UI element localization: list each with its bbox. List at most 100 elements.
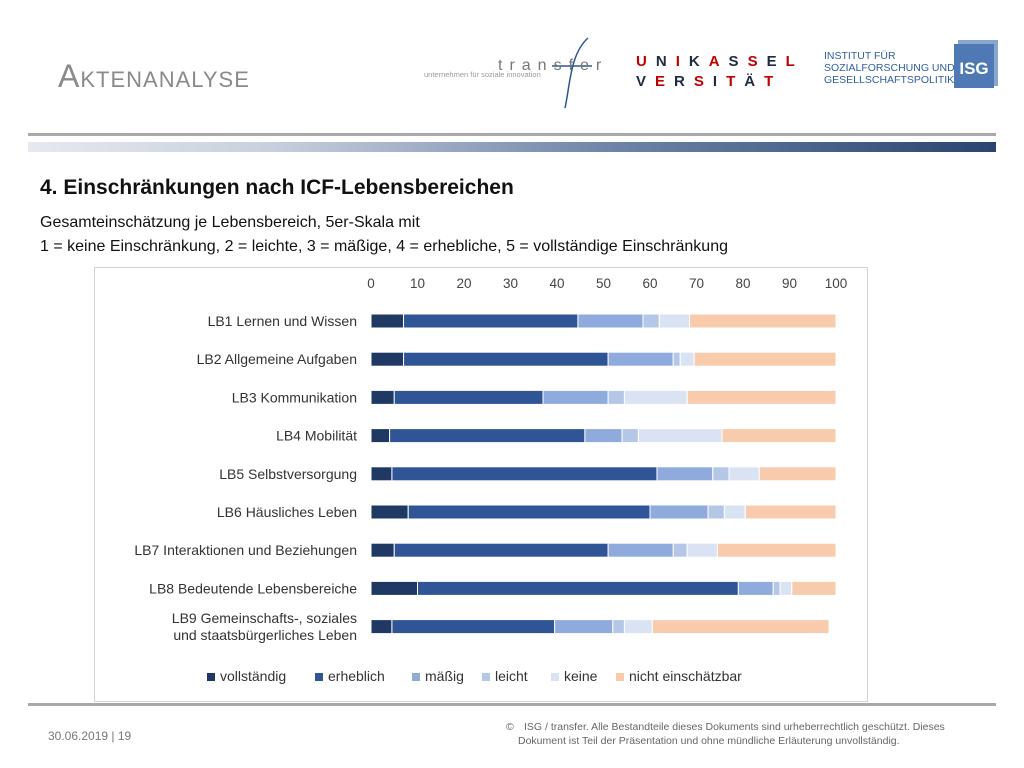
uni-kassel-logo-letter: T — [726, 73, 745, 90]
legend-label: vollständig — [220, 668, 286, 684]
header-gradient-band — [28, 142, 996, 152]
bar-segment — [607, 351, 674, 367]
legend-label: erheblich — [328, 668, 385, 684]
uni-kassel-logo-letter: N — [655, 53, 676, 70]
stacked-bar-chart: 0 10 20 30 40 50 60 70 80 90 100 LB1 Lernen und Wis… — [134, 276, 847, 684]
bar-segment — [758, 466, 837, 482]
category-label: LB8 Bedeutende Lebensbereiche — [149, 580, 357, 596]
uni-kassel-logo-letter: Ä — [744, 73, 765, 90]
category-label: LB4 Mobilität — [276, 428, 357, 444]
uni-kassel-logo-letter: L — [785, 53, 804, 70]
header-rule — [28, 133, 996, 136]
bar-segment — [403, 351, 609, 367]
transfer-logo-word: transfer — [498, 57, 608, 74]
uni-kassel-logo-letter: S — [728, 53, 748, 70]
uni-kassel-logo-letter: I — [712, 73, 727, 90]
bar-segment — [407, 504, 651, 520]
x-tick-label: 30 — [503, 276, 518, 291]
legend-label: mäßig — [425, 668, 464, 684]
legend-swatch — [551, 673, 559, 681]
uni-kassel-logo-letter: E — [766, 53, 786, 70]
bar-segment — [642, 313, 660, 329]
bar-segment — [370, 619, 393, 635]
bar-segment — [658, 313, 691, 329]
date-page-number: 30.06.2019 | 19 — [48, 729, 132, 743]
uni-kassel-logo-row1: UNIKASSEL — [636, 52, 804, 72]
bar-segment — [679, 351, 695, 367]
bar-segment — [672, 351, 681, 367]
bar-segment — [707, 504, 725, 520]
bar-segment — [772, 580, 781, 596]
bar-segment — [744, 504, 837, 520]
bar-segment — [623, 619, 653, 635]
bar-segment — [728, 466, 760, 482]
institute-logo-line3: GESELLSCHAFTSPOLITIK — [824, 74, 955, 86]
bar-segment — [651, 619, 830, 635]
x-tick-label: 10 — [410, 276, 425, 291]
category-label: LB5 Selbstversorgung — [219, 466, 357, 482]
bar-segment — [779, 580, 793, 596]
bar-segment — [672, 542, 688, 558]
legend-swatch — [616, 673, 624, 681]
category-label: LB6 Häusliches Leben — [217, 504, 357, 520]
bar-segment — [686, 542, 718, 558]
legend-swatch — [412, 673, 420, 681]
footer-rule — [28, 703, 996, 706]
uni-kassel-logo-letter: E — [655, 73, 675, 90]
copyright-line2: Dokument ist Teil der Präsentation und o… — [518, 735, 900, 747]
bar-segment — [649, 504, 709, 520]
bar-segment — [686, 389, 837, 405]
category-label: LB2 Allgemeine Aufgaben — [197, 351, 357, 367]
x-tick-label: 80 — [735, 276, 750, 291]
uni-kassel-logo-letter: K — [688, 53, 709, 70]
institute-logo-line1: INSTITUT FÜR — [824, 50, 896, 62]
bar-segment — [689, 313, 837, 329]
bar-segment — [370, 504, 409, 520]
bar-segment — [637, 428, 723, 444]
uni-kassel-logo: UNIKASSEL VERSITÄT — [636, 52, 804, 92]
uni-kassel-logo-letter: U — [636, 53, 656, 70]
bar-segment — [554, 619, 614, 635]
category-label: LB9 Gemeinschafts-, soziales — [172, 610, 357, 626]
transfer-logo-tagline: unternehmen für soziale innovation — [424, 70, 541, 79]
bar-segment — [656, 466, 714, 482]
bar-segment — [693, 351, 837, 367]
legend-label: nicht einschätzbar — [629, 668, 742, 684]
uni-kassel-logo-letter: T — [764, 73, 783, 90]
isg-logo-graphic: ISG — [954, 40, 998, 88]
x-tick-label: 70 — [689, 276, 704, 291]
x-tick-label: 60 — [642, 276, 657, 291]
subtitle-line1: Gesamteinschätzung je Lebensbereich, 5er… — [40, 214, 420, 231]
bar-segment — [712, 466, 730, 482]
subtitle-line2: 1 = keine Einschränkung, 2 = leichte, 3 … — [40, 238, 728, 255]
x-tick-label: 90 — [782, 276, 797, 291]
section-heading: 4. Einschränkungen nach ICF-Lebensbereic… — [40, 176, 514, 199]
x-tick-label: 0 — [367, 276, 375, 291]
bar-segment — [612, 619, 625, 635]
bar-segment — [607, 542, 674, 558]
bar-segment — [403, 313, 579, 329]
category-label: LB1 Lernen und Wissen — [208, 313, 357, 329]
bar-segment — [584, 428, 623, 444]
category-label: LB3 Kommunikation — [232, 389, 357, 405]
bar-segment — [393, 542, 609, 558]
bar-segment — [577, 313, 644, 329]
category-label: LB7 Interaktionen und Beziehungen — [134, 542, 357, 558]
uni-kassel-logo-letter: I — [675, 53, 689, 70]
bar-segment — [391, 466, 658, 482]
uni-kassel-logo-row2: VERSITÄT — [636, 72, 804, 92]
bar-segment — [721, 428, 837, 444]
bar-segment — [370, 313, 405, 329]
x-tick-label: 20 — [456, 276, 471, 291]
bar-segment — [737, 580, 774, 596]
legend-label: keine — [564, 668, 598, 684]
uni-kassel-logo-letter: R — [674, 73, 694, 90]
bar-segment — [607, 389, 625, 405]
institute-logo-line2: SOZIALFORSCHUNG UND — [824, 62, 955, 74]
isg-logo-text: ISG — [959, 59, 988, 78]
legend-label: leicht — [495, 668, 528, 684]
legend-swatch — [482, 673, 490, 681]
bar-segment — [370, 389, 395, 405]
isg-logo: ISG — [950, 38, 1002, 90]
bar-segment — [723, 504, 746, 520]
